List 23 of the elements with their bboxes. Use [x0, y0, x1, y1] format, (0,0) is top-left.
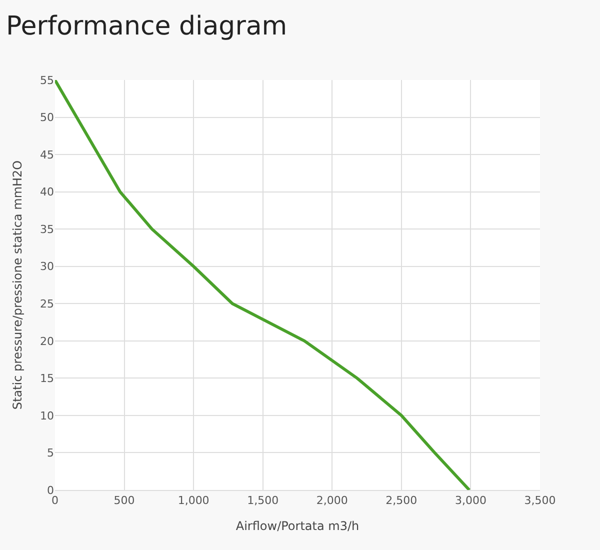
y-tick-label: 45	[40, 148, 54, 162]
x-tick-label: 3,000	[454, 494, 486, 508]
x-tick-label: 2,500	[386, 494, 418, 508]
y-axis-title: Static pressure/pressione statica mmH2O	[10, 160, 24, 410]
y-tick-label: 0	[47, 484, 54, 497]
y-tick-label: 35	[40, 222, 54, 236]
y-tick-label: 20	[40, 334, 54, 348]
x-tick-label: 1,000	[178, 494, 210, 508]
x-tick-label: 500	[114, 494, 135, 508]
x-tick-label: 3,500	[524, 494, 556, 508]
x-tick-label: 1,500	[247, 494, 279, 508]
chart-title: Performance diagram	[6, 12, 288, 42]
line-series	[55, 80, 471, 490]
y-tick-label: 30	[40, 260, 54, 274]
y-tick-label: 10	[40, 409, 54, 422]
x-tick-label: 2,000	[316, 494, 348, 508]
y-tick-label: 40	[40, 186, 54, 199]
y-tick-label: 15	[40, 372, 54, 386]
y-tick-label: 55	[40, 74, 54, 87]
y-tick-label: 50	[40, 111, 54, 124]
y-tick-label: 5	[47, 446, 54, 460]
x-axis-title: Airflow/Portata m3/h	[236, 519, 360, 534]
y-tick-label: 25	[40, 297, 54, 310]
